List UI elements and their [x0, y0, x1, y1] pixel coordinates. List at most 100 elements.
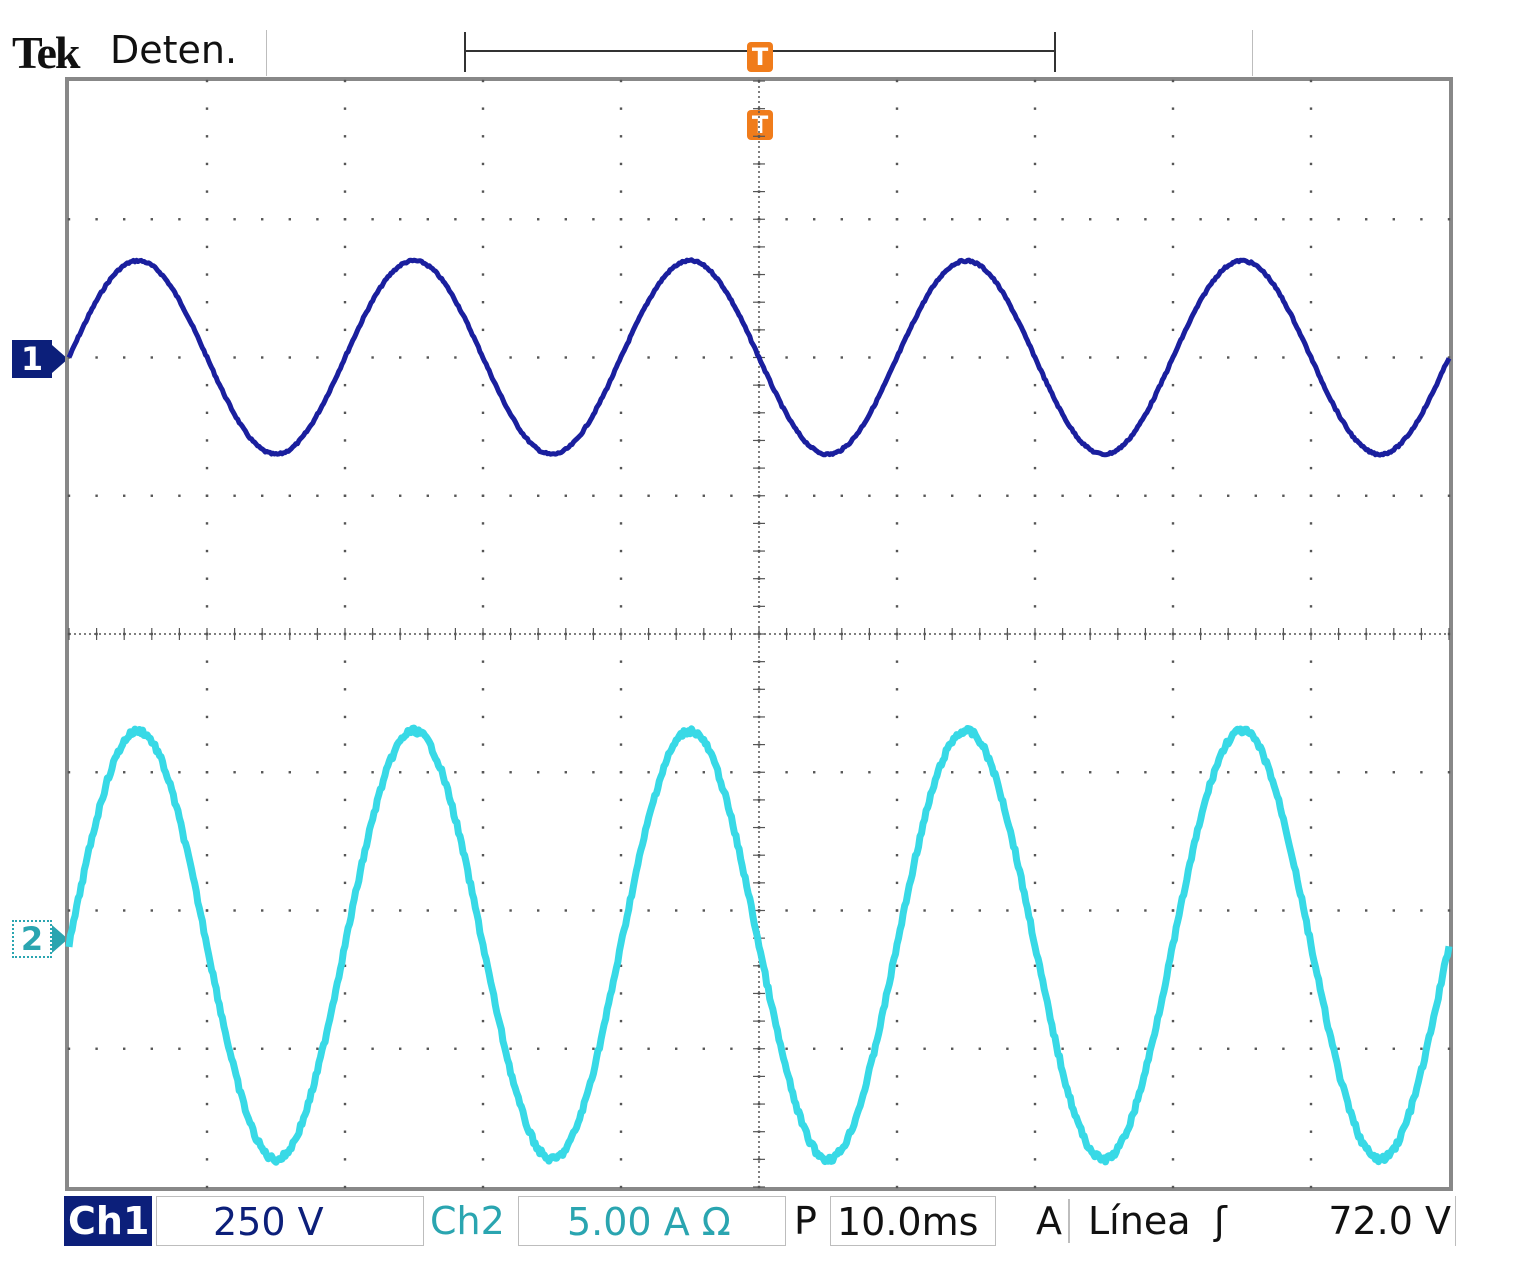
grid-dot [481, 218, 485, 221]
grid-dot [1171, 798, 1175, 802]
grid-dot [951, 218, 954, 221]
grid-dot [178, 1047, 181, 1050]
grid-dot [619, 411, 623, 414]
grid-dot [564, 494, 567, 497]
grid-dot [205, 549, 209, 553]
grid-dot [647, 218, 650, 221]
grid-dot [1365, 909, 1368, 912]
grid-dot [1309, 660, 1313, 663]
grid-dot [1171, 1130, 1175, 1133]
grid-dot [951, 356, 954, 359]
grid-dot [813, 1047, 816, 1050]
grid-dot [1309, 218, 1313, 221]
grid-dot [316, 494, 319, 497]
grid-dot [205, 1019, 209, 1023]
grid-dot [1199, 1047, 1202, 1050]
grid-dot [343, 494, 347, 497]
grid-dot [205, 798, 209, 802]
grid-dot [785, 1047, 788, 1050]
grid-dot [343, 79, 347, 83]
grid-dot [619, 715, 623, 719]
grid-dot [481, 328, 485, 332]
grid-dot [343, 135, 347, 138]
grid-dot [923, 909, 926, 912]
grid-dot [923, 218, 926, 221]
grid-dot [675, 771, 678, 774]
grid-dot [978, 494, 981, 497]
grid-dot [1309, 909, 1313, 912]
grid-dot [343, 383, 347, 387]
grid-dot [895, 135, 899, 138]
grid-dot [205, 743, 209, 746]
grid-dot [619, 439, 623, 442]
grid-dot [675, 356, 678, 359]
trigger-position-marker-screen[interactable]: T [747, 110, 773, 140]
trigger-position-marker[interactable]: T [747, 42, 773, 72]
grid-dot [1033, 1102, 1037, 1106]
grid-dot [454, 1047, 457, 1050]
grid-dot [481, 715, 485, 719]
grid-dot [537, 1047, 540, 1050]
grid-dot [1309, 1185, 1313, 1189]
grid-dot [288, 356, 291, 359]
grid-dot [343, 964, 347, 967]
grid-dot [951, 494, 954, 497]
grid-dot [895, 190, 899, 193]
grid-dot [343, 1047, 347, 1050]
grid-dot [261, 909, 264, 912]
grid-dot [619, 522, 623, 525]
grid-dot [1033, 522, 1037, 525]
grid-dot [205, 715, 209, 719]
grid-dot [205, 854, 209, 857]
grid-dot [481, 771, 485, 774]
ch1-waveform [66, 257, 1452, 458]
grid-dot [1309, 549, 1313, 553]
grid-dot [1171, 162, 1175, 166]
grid-dot [205, 688, 209, 691]
grid-dot [1337, 494, 1340, 497]
ch1-label[interactable]: Ch1 [64, 1196, 152, 1246]
grid-dot [1282, 909, 1285, 912]
grid-dot [1033, 909, 1037, 912]
ch2-ground-marker[interactable]: 2 [12, 920, 52, 958]
grid-dot [426, 356, 429, 359]
grid-dot [1033, 1130, 1037, 1133]
grid-dot [895, 964, 899, 967]
grid-dot [1006, 771, 1009, 774]
grid-dot [1061, 771, 1064, 774]
grid-dot [343, 1130, 347, 1133]
grid-dot [592, 909, 595, 912]
grid-dot [619, 328, 623, 332]
grid-dot [454, 218, 457, 221]
grid-dot [481, 383, 485, 387]
grid-dot [205, 190, 209, 193]
grid-dot [178, 494, 181, 497]
grid-dot [1199, 218, 1202, 221]
grid-dot [1254, 218, 1257, 221]
grid-dot [1033, 383, 1037, 387]
grid-dot [895, 79, 899, 83]
grid-dot [343, 577, 347, 580]
grid-dot [619, 1158, 623, 1161]
grid-dot [1227, 771, 1230, 774]
grid-dot [840, 771, 843, 774]
grid-dot [647, 356, 650, 359]
grid-dot [619, 688, 623, 691]
grid-dot [1033, 743, 1037, 746]
grid-dot [1033, 881, 1037, 885]
grid-dot [1365, 218, 1368, 221]
grid-dot [978, 356, 981, 359]
grid-dot [1171, 992, 1175, 995]
grid-dot [261, 1047, 264, 1050]
grid-dot [1116, 218, 1119, 221]
grid-dot [1033, 992, 1037, 995]
grid-dot [95, 909, 98, 912]
ch2-label[interactable]: Ch2 [430, 1199, 505, 1243]
ch1-ground-marker[interactable]: 1 [12, 340, 52, 378]
grid-dot [233, 771, 236, 774]
grid-dot [840, 218, 843, 221]
grid-dot [730, 356, 733, 359]
grid-dot [371, 1047, 374, 1050]
grid-dot [1171, 1102, 1175, 1106]
grid-dot [95, 494, 98, 497]
